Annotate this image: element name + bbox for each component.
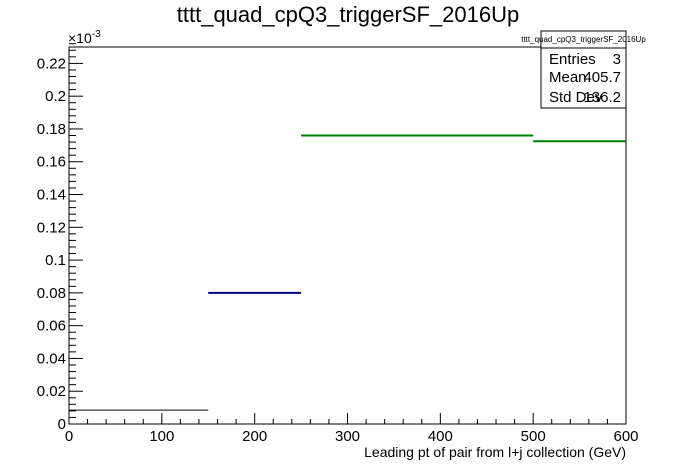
y-tick-label: 0.18	[37, 121, 66, 138]
x-tick-label: 400	[428, 428, 453, 445]
stats-stddev-value: 136.2	[583, 89, 621, 106]
x-tick-label: 600	[613, 428, 638, 445]
y-tick-label: 0.16	[37, 154, 66, 171]
x-tick-label: 500	[521, 428, 546, 445]
x-axis: 0 100 200 300 400 500 600	[65, 413, 639, 445]
y-tick-label: 0.1	[45, 252, 66, 269]
x-tick-label: 100	[149, 428, 174, 445]
y-tick-label: 0.08	[37, 285, 66, 302]
y-axis: 0 0.02 0.04 0.06 0.08 0.1 0.12 0.14 0.16 0.18 0.2 0…	[37, 43, 83, 433]
y-tick-label: 0	[58, 416, 66, 433]
stats-mean-label: Mean	[549, 69, 587, 86]
y-tick-label: 0.06	[37, 318, 66, 335]
y-exponent-base: ×10	[68, 30, 92, 46]
y-tick-label: 0.12	[37, 219, 66, 236]
stats-entries-label: Entries	[549, 51, 596, 68]
y-axis-exponent: ×10-3	[68, 29, 101, 46]
y-tick-label: 0.04	[37, 350, 66, 367]
y-tick-label: 0.14	[37, 187, 66, 204]
x-tick-label: 200	[242, 428, 267, 445]
stats-box-frame	[540, 30, 627, 109]
histogram-bins	[69, 134, 626, 411]
x-tick-label: 0	[65, 428, 73, 445]
y-tick-label: 0.22	[37, 55, 66, 72]
stats-stddev-label: Std Dev	[549, 89, 603, 106]
y-tick-label: 0.02	[37, 383, 66, 400]
stats-mean-value: 405.7	[583, 69, 621, 86]
stats-box-title: tttt_quad_cpQ3_triggerSF_2016Up	[521, 35, 646, 44]
stats-box: tttt_quad_cpQ3_triggerSF_2016Up Entries …	[521, 30, 646, 109]
y-exponent-power: -3	[92, 29, 101, 40]
x-tick-label: 300	[335, 428, 360, 445]
chart-title: tttt_quad_cpQ3_triggerSF_2016Up	[177, 2, 519, 27]
stats-entries-value: 3	[613, 51, 621, 68]
x-axis-label: Leading pt of pair from l+j collection (…	[364, 444, 626, 460]
y-tick-label: 0.2	[45, 88, 66, 105]
